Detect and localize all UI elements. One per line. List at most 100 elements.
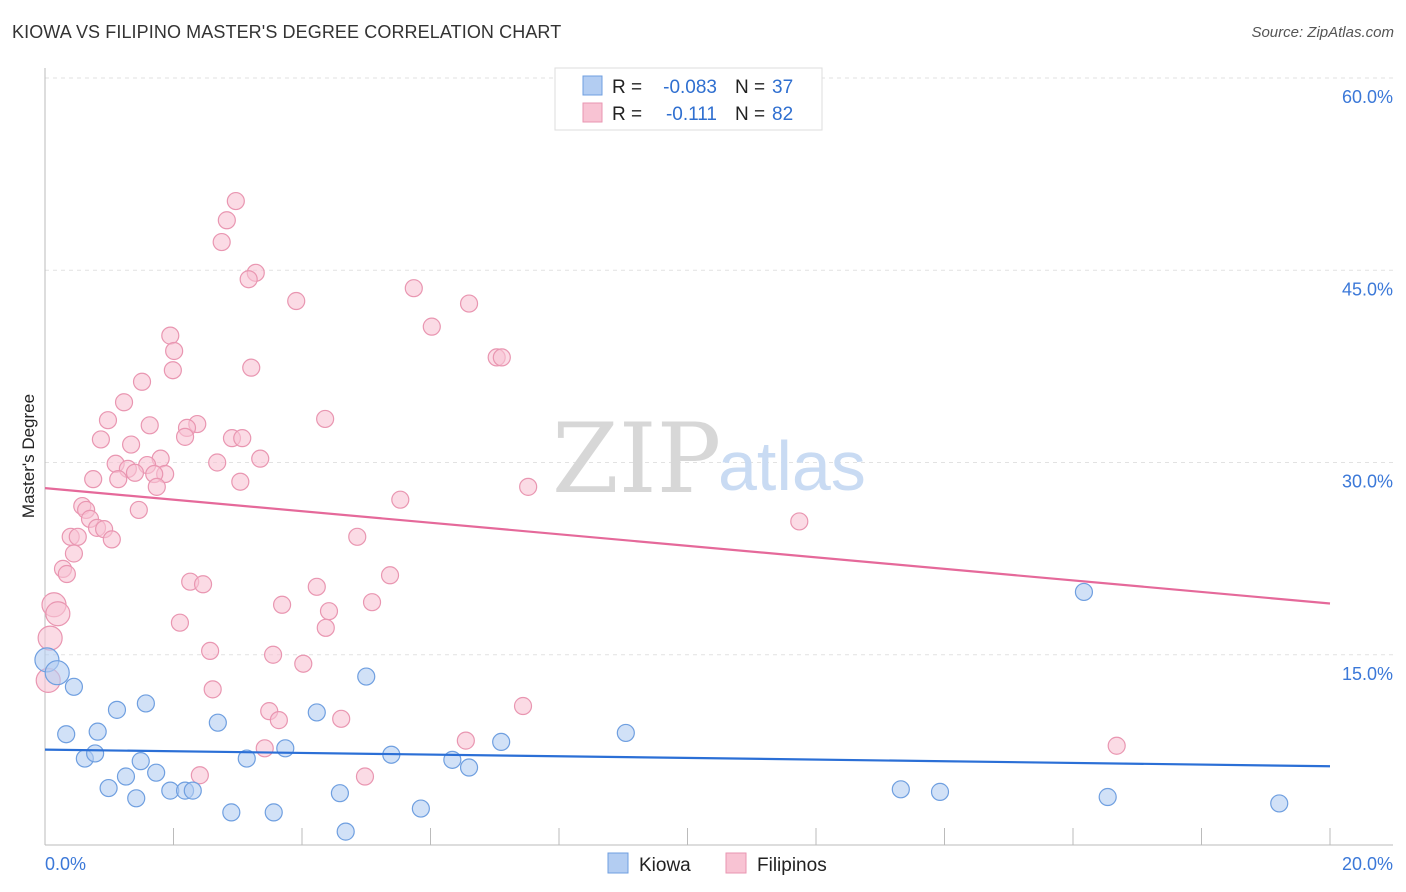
kiowa-point — [222, 803, 241, 822]
filipinos-point — [68, 527, 87, 546]
filipinos-legend-label: Filipinos — [757, 855, 827, 876]
filipinos-point — [355, 767, 375, 786]
kiowa-point — [127, 789, 146, 808]
chart-title: KIOWA VS FILIPINO MASTER'S DEGREE CORREL… — [12, 22, 562, 42]
filipinos-point — [1107, 736, 1126, 755]
filipinos-point — [147, 477, 166, 496]
kiowa-point — [183, 781, 202, 800]
filipinos-point — [362, 593, 382, 612]
kiowa-legend-swatch — [607, 852, 629, 874]
filipinos-point — [109, 470, 128, 489]
filipinos-point — [175, 427, 195, 446]
filipinos-point — [233, 429, 252, 448]
kiowa-point — [64, 677, 84, 696]
filipinos-point — [226, 191, 245, 211]
filipinos-point — [121, 435, 141, 454]
filipinos-point — [161, 326, 180, 345]
kiowa-point — [307, 703, 326, 722]
filipinos-r-value: -0.111 — [666, 104, 717, 125]
filipinos-point — [231, 472, 250, 491]
filipinos-point — [57, 564, 76, 584]
filipinos-point — [287, 291, 306, 311]
kiowa-point — [336, 822, 355, 841]
filipinos-point — [459, 294, 479, 313]
stats-legend: R = -0.083 N = 37 R = -0.111 N = 82 — [554, 67, 823, 131]
series-legend: Kiowa Filipinos — [607, 852, 827, 876]
kiowa-n-value: 37 — [772, 77, 793, 98]
filipinos-point — [163, 361, 182, 380]
kiowa-point — [1098, 787, 1117, 807]
kiowa-point — [1270, 794, 1289, 813]
filipinos-point — [272, 595, 292, 614]
filipinos-point — [319, 602, 339, 621]
filipinos-point — [294, 654, 313, 673]
filipinos-point — [332, 709, 351, 728]
filipinos-point — [193, 575, 213, 594]
filipinos-point — [239, 270, 258, 289]
kiowa-point — [930, 782, 950, 801]
kiowa-point — [44, 660, 70, 686]
watermark-atlas: atlas — [718, 427, 866, 505]
kiowa-point — [131, 752, 150, 771]
filipinos-point — [242, 358, 261, 377]
filipinos-point — [129, 500, 148, 520]
filipinos-point — [380, 566, 400, 585]
y-tick-label: 15.0% — [1342, 664, 1393, 684]
y-tick-label: 60.0% — [1342, 87, 1393, 107]
filipinos-point — [98, 411, 118, 430]
filipinos-point — [269, 711, 288, 730]
filipinos-trend-line — [44, 487, 1331, 605]
kiowa-point — [1074, 582, 1094, 602]
kiowa-point — [330, 784, 350, 803]
filipinos-point — [404, 279, 423, 298]
filipinos-point — [251, 449, 270, 468]
filipinos-point — [201, 641, 220, 661]
filipinos-point — [348, 527, 367, 546]
trend-lines — [44, 487, 1331, 768]
filipinos-point — [513, 696, 533, 716]
filipinos-point — [165, 341, 184, 361]
filipinos-point — [519, 477, 538, 496]
y-axis-label: Master's Degree — [19, 394, 38, 518]
r-label: R = — [612, 77, 642, 98]
filipinos-point — [316, 618, 335, 637]
kiowa-point — [57, 725, 76, 744]
kiowa-point — [264, 803, 283, 822]
points — [34, 191, 1289, 841]
kiowa-r-value: -0.083 — [663, 77, 717, 98]
filipinos-point — [212, 232, 231, 252]
y-tick-label: 30.0% — [1342, 472, 1393, 492]
filipinos-point — [132, 372, 152, 391]
filipinos-point — [255, 739, 274, 758]
kiowa-point — [107, 700, 127, 719]
kiowa-point — [136, 694, 155, 713]
filipinos-point — [91, 430, 110, 449]
kiowa-point — [459, 758, 479, 777]
kiowa-point — [411, 799, 430, 818]
kiowa-point — [616, 723, 635, 743]
filipinos-point — [316, 409, 335, 429]
filipinos-point — [203, 680, 222, 699]
filipinos-point — [102, 530, 121, 549]
filipinos-point — [307, 577, 326, 596]
n-label: N = — [735, 77, 765, 98]
r-label: R = — [612, 104, 642, 125]
filipinos-point — [391, 490, 410, 509]
filipinos-point — [263, 645, 283, 664]
watermark-zip: ZIP — [552, 403, 721, 515]
filipinos-point — [84, 470, 103, 489]
filipinos-point — [422, 317, 441, 336]
filipinos-point — [170, 613, 190, 632]
source-label: Source: ZipAtlas.com — [1251, 24, 1394, 41]
kiowa-point — [492, 732, 511, 752]
filipinos-point — [208, 453, 227, 472]
filipinos-point — [45, 601, 71, 627]
kiowa-legend-label: Kiowa — [639, 855, 691, 876]
kiowa-point — [88, 722, 107, 741]
axes — [44, 68, 1393, 846]
n-label: N = — [735, 104, 765, 125]
kiowa-point — [357, 667, 376, 686]
kiowa-trend-line — [44, 748, 1331, 768]
